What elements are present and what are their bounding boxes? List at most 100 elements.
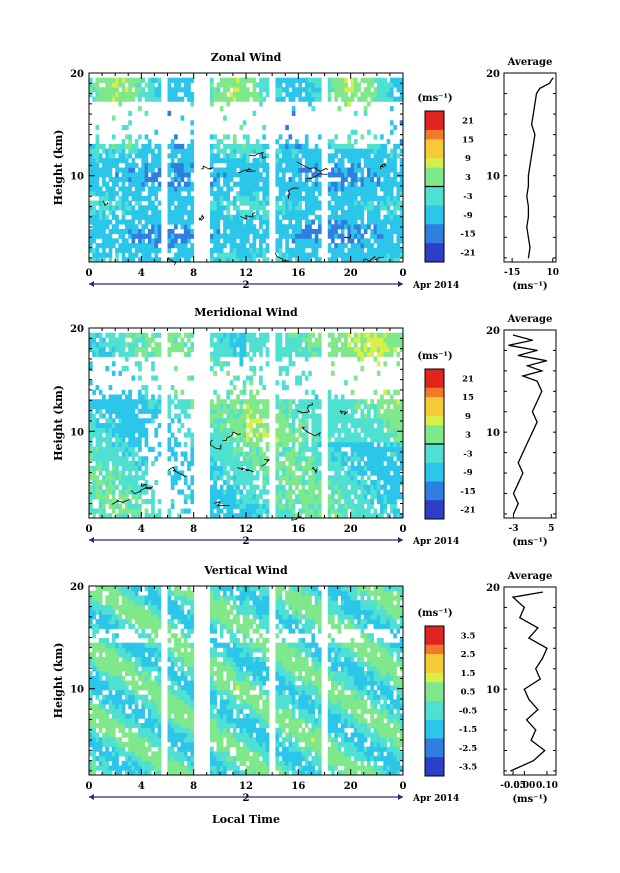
heatmap-cell [210,351,214,357]
heatmap-cell [301,214,306,220]
heatmap-cell [226,195,231,201]
heatmap-cell [288,191,293,197]
heatmap-cell [236,503,240,509]
heatmap-cell [262,427,267,433]
heatmap-cell [105,671,110,677]
heatmap-cell [118,408,123,414]
heatmap-cell [187,432,191,438]
heatmap-cell [298,408,302,414]
heatmap-cell [311,456,316,462]
heatmap-cell [232,167,237,173]
heatmap-cell [128,219,132,225]
heatmap-cell [314,172,319,178]
heatmap-cell [255,252,260,258]
heatmap-cell [396,200,401,206]
heatmap-cell [102,718,106,724]
heatmap-cell [288,176,293,183]
heatmap-cell [111,456,116,462]
heatmap-cell [285,494,289,500]
heatmap-cell [376,332,381,338]
heatmap-cell [183,247,188,253]
heatmap-cell [295,252,299,258]
heatmap-cell [344,513,348,519]
heatmap-cell [331,432,335,438]
heatmap-cell [180,219,185,225]
heatmap-cell [147,238,152,244]
heatmap-cell [291,361,296,367]
heatmap-cell [147,186,152,192]
heatmap-cell [393,461,397,467]
heatmap-cell [102,604,106,611]
heatmap-cell [138,257,142,263]
heatmap-cell [363,91,368,98]
heatmap-cell [232,139,237,145]
heatmap-cell [210,181,214,187]
heatmap-cell [353,489,358,495]
heatmap-cell [226,475,231,481]
heatmap-cell [249,214,253,220]
heatmap-cell [265,214,270,220]
heatmap-cell [331,446,335,452]
heatmap-cell [360,465,365,471]
heatmap-cell [393,404,397,410]
heatmap-cell [291,181,296,187]
heatmap-cell [288,475,293,481]
heatmap-cell [118,394,123,400]
heatmap-cell [367,167,371,173]
heatmap-cell [232,96,237,102]
heatmap-cell [226,484,231,490]
heatmap-cell [190,347,195,353]
heatmap-cell [262,134,267,140]
heatmap-cell [278,408,283,414]
heatmap-cell [98,427,103,433]
heatmap-cell [102,671,106,677]
heatmap-cell [262,186,267,192]
heatmap-cell [223,337,227,343]
heatmap-cell [308,508,312,514]
heatmap-cell [180,176,185,183]
heatmap-cell [252,446,257,452]
heatmap-cell [246,77,250,83]
heatmap-cell [131,513,136,519]
heatmap-cell [219,465,224,471]
heatmap-cell [128,413,132,419]
heatmap-cell [180,200,185,206]
heatmap-cell [157,513,162,519]
heatmap-cell [124,432,129,438]
heatmap-cell [334,427,338,433]
heatmap-cell [337,427,342,433]
heatmap-cell [167,195,172,201]
heatmap-cell [239,96,244,102]
heatmap-cell [308,252,312,258]
heatmap-cell [174,214,178,220]
heatmap-cell [249,252,253,258]
heatmap-cell [327,143,332,150]
heatmap-cell [331,181,335,187]
heatmap-cell [89,694,93,700]
colorbar-tick-label: -3 [463,449,473,459]
heatmap-cell [170,385,175,391]
heatmap-cell [92,224,96,230]
heatmap-cell [105,699,110,705]
heatmap-cell [89,423,93,429]
heatmap-cell [373,513,378,519]
heatmap-cell [154,158,159,164]
heatmap-cell [357,461,361,467]
heatmap-cell [89,508,93,514]
heatmap-cell [239,475,244,481]
heatmap-cell [89,489,93,495]
heatmap-cell [337,489,342,495]
heatmap-cell [102,413,106,419]
heatmap-cell [327,499,332,505]
heatmap-cell [118,158,123,164]
heatmap-cell [317,351,322,357]
heatmap-cell [360,480,365,486]
heatmap-cell [389,252,394,258]
heatmap-cell [386,337,391,343]
heatmap-cell [386,389,391,395]
heatmap-cell [111,370,116,376]
heatmap-cell [347,172,352,178]
heatmap-cell [265,181,270,187]
heatmap-cell [337,432,342,438]
heatmap-cell [380,347,384,353]
